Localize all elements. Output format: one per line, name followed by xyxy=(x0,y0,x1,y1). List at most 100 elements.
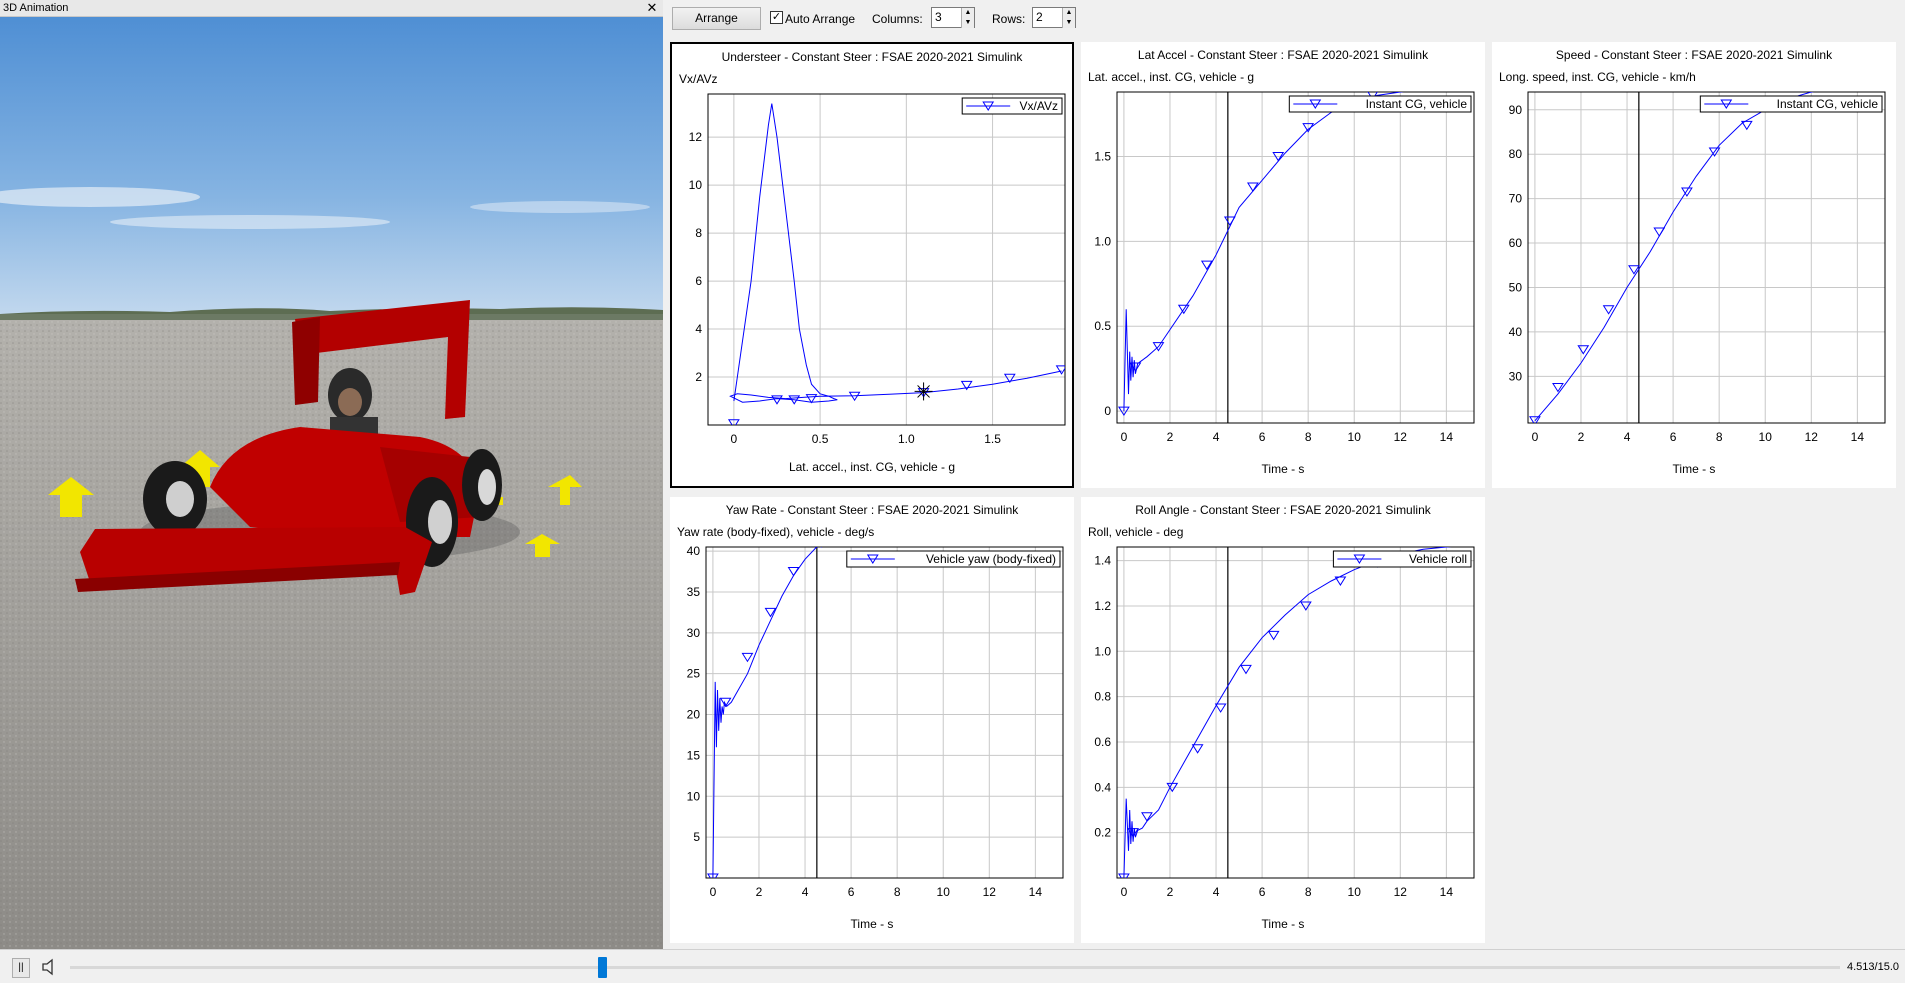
series-marker xyxy=(848,391,861,402)
series-marker xyxy=(1681,187,1693,197)
series-marker xyxy=(1177,304,1190,315)
rows-value: 2 xyxy=(1036,10,1043,24)
x-tick-label: 10 xyxy=(1348,430,1362,444)
series-marker xyxy=(820,547,822,548)
series-marker xyxy=(787,567,800,577)
animation-title: 3D Animation xyxy=(3,2,69,14)
legend: Vehicle yaw (body-fixed) xyxy=(846,550,1061,568)
plot-panel-lat-accel[interactable]: Lat Accel - Constant Steer : FSAE 2020-2… xyxy=(1081,42,1485,488)
spin-up-icon[interactable]: ▲ xyxy=(961,8,974,18)
x-tick-label: 6 xyxy=(1259,885,1266,899)
plot-area xyxy=(1527,91,1886,424)
x-tick-label: 2 xyxy=(756,885,763,899)
playback-bar: || 4.513/15.0 xyxy=(0,949,1905,983)
speaker-icon[interactable] xyxy=(40,957,60,977)
plot-area xyxy=(705,546,1064,879)
plot-area xyxy=(1116,546,1475,879)
plot-frame xyxy=(707,93,1066,426)
animation-window[interactable]: 3D Animation ✕ xyxy=(0,0,663,949)
x-tick-label: 8 xyxy=(1716,430,1723,444)
series-marker xyxy=(1127,828,1140,838)
rear-wing-endplate xyxy=(292,317,320,405)
y-tick-label: 6 xyxy=(695,274,702,288)
series-line xyxy=(712,547,819,878)
columns-spinbox[interactable]: 3 ▲ ▼ xyxy=(931,7,975,28)
close-icon[interactable]: ✕ xyxy=(646,0,658,15)
x-tick-label: 14 xyxy=(1029,885,1043,899)
x-tick-label: 4 xyxy=(1624,430,1631,444)
y-tick-label: 1.2 xyxy=(1094,599,1111,613)
columns-value: 3 xyxy=(935,10,942,24)
y-tick-label: 1.0 xyxy=(1094,234,1111,248)
rows-spinbox[interactable]: 2 ▲ ▼ xyxy=(1032,7,1076,28)
series-marker xyxy=(1246,182,1259,192)
x-tick-label: 8 xyxy=(894,885,901,899)
spin-down-icon[interactable]: ▼ xyxy=(1062,18,1075,28)
series-marker xyxy=(1653,227,1666,237)
y-tick-label: 2 xyxy=(695,370,702,384)
legend-box xyxy=(1288,95,1472,113)
plot-panel-roll-angle[interactable]: Roll Angle - Constant Steer : FSAE 2020-… xyxy=(1081,497,1485,943)
legend-label: Instant CG, vehicle xyxy=(1366,97,1468,111)
pause-button[interactable]: || xyxy=(12,958,30,978)
y-tick-label: 50 xyxy=(1509,280,1523,294)
y-tick-label: 30 xyxy=(1509,369,1523,383)
series-marker xyxy=(788,395,801,405)
y-tick-label: 90 xyxy=(1509,103,1523,117)
rear-wing xyxy=(295,300,470,419)
x-tick-label: 0 xyxy=(710,885,717,899)
legend-marker xyxy=(982,101,995,111)
x-tick-label: 4 xyxy=(1213,885,1220,899)
animation-titlebar: 3D Animation ✕ xyxy=(0,0,663,17)
y-tick-label: 20 xyxy=(687,708,701,722)
series-marker xyxy=(1118,406,1130,417)
y-tick-label: 10 xyxy=(689,178,703,192)
animation-viewport[interactable] xyxy=(0,17,663,949)
timeline-slider-thumb[interactable] xyxy=(598,957,607,978)
spin-down-icon[interactable]: ▼ xyxy=(961,18,974,28)
y-tick-label: 0.4 xyxy=(1094,780,1111,794)
plot-panel-understeer[interactable]: Understeer - Constant Steer : FSAE 2020-… xyxy=(670,42,1074,488)
x-tick-label: 0 xyxy=(1121,885,1128,899)
y-axis-label: Roll, vehicle - deg xyxy=(1088,525,1184,539)
x-tick-label: 14 xyxy=(1440,885,1454,899)
y-tick-label: 10 xyxy=(687,789,701,803)
x-tick-label: 14 xyxy=(1440,430,1454,444)
x-tick-label: 8 xyxy=(1305,430,1312,444)
y-tick-label: 5 xyxy=(693,830,700,844)
plot-title: Speed - Constant Steer : FSAE 2020-2021 … xyxy=(1555,48,1833,62)
x-tick-label: 10 xyxy=(1759,430,1773,444)
plot-title: Lat Accel - Constant Steer : FSAE 2020-2… xyxy=(1137,48,1429,62)
series-marker xyxy=(1152,342,1165,352)
front-wing-lower xyxy=(75,562,400,592)
series-marker xyxy=(1240,664,1252,675)
series-marker xyxy=(805,394,818,404)
series-marker xyxy=(741,652,754,663)
x-tick-label: 4 xyxy=(802,885,809,899)
legend-box xyxy=(1699,95,1883,113)
x-axis-label: Lat. accel., inst. CG, vehicle - g xyxy=(788,460,956,474)
y-tick-label: 0 xyxy=(1104,404,1111,418)
series-marker xyxy=(764,607,777,618)
auto-arrange-checkbox[interactable]: ✓ xyxy=(770,11,783,24)
y-tick-label: 0.8 xyxy=(1094,690,1111,704)
plot-panel-yaw-rate[interactable]: Yaw Rate - Constant Steer : FSAE 2020-20… xyxy=(670,497,1074,943)
timeline-track[interactable] xyxy=(70,966,1840,969)
plot-panel-speed[interactable]: Speed - Constant Steer : FSAE 2020-2021 … xyxy=(1492,42,1896,488)
legend-box xyxy=(846,550,1061,568)
cloud xyxy=(470,201,650,213)
plot-frame xyxy=(1116,91,1475,424)
y-tick-label: 30 xyxy=(687,626,701,640)
legend-marker xyxy=(1309,99,1322,109)
series-marker xyxy=(707,873,719,878)
plot-title: Roll Angle - Constant Steer : FSAE 2020-… xyxy=(1135,503,1431,517)
columns-label: Columns: xyxy=(872,12,923,26)
plot-title: Understeer - Constant Steer : FSAE 2020-… xyxy=(721,50,1023,64)
arrange-button[interactable]: Arrange xyxy=(672,7,761,30)
series-marker xyxy=(1223,216,1236,226)
series-marker xyxy=(719,697,732,708)
spin-up-icon[interactable]: ▲ xyxy=(1062,8,1075,18)
series-line xyxy=(729,103,1062,403)
y-tick-label: 25 xyxy=(687,667,701,681)
y-axis-label: Vx/AVz xyxy=(679,72,718,86)
